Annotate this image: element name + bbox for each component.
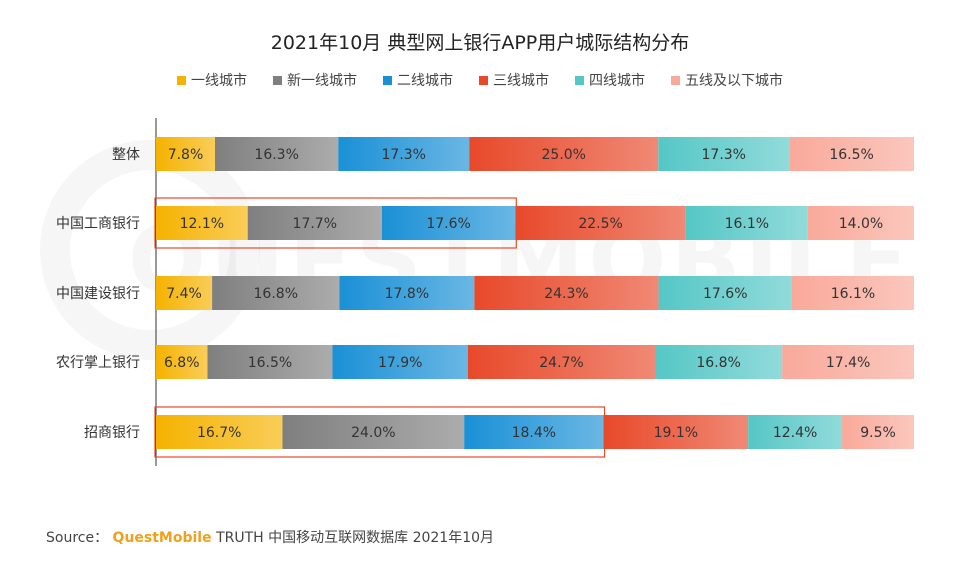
bar-segment: [332, 345, 468, 379]
bar-segment: [156, 276, 213, 310]
data-label: 17.8%: [385, 286, 429, 302]
data-label: 16.3%: [254, 147, 298, 163]
data-label: 22.5%: [578, 216, 622, 232]
data-label: 16.8%: [696, 355, 740, 371]
legend-item: 一线城市: [177, 70, 247, 90]
data-label: 24.0%: [351, 425, 395, 441]
legend-item: 二线城市: [383, 70, 453, 90]
data-label: 17.6%: [426, 216, 470, 232]
bar-segment: [658, 276, 792, 310]
data-label: 17.3%: [702, 147, 746, 163]
data-label: 18.4%: [512, 425, 556, 441]
legend-label: 新一线城市: [287, 73, 357, 89]
data-label: 25.0%: [542, 147, 586, 163]
data-label: 24.3%: [544, 286, 588, 302]
legend: 一线城市 新一线城市 二线城市 三线城市 四线城市 五线及以下城市: [0, 70, 960, 90]
bar-segment: [247, 206, 382, 240]
bar-segment: [807, 206, 914, 240]
source-prefix: Source：: [46, 530, 109, 546]
legend-label: 四线城市: [589, 73, 645, 89]
data-label: 16.5%: [829, 147, 873, 163]
bar-segment: [658, 137, 790, 171]
data-label: 16.8%: [254, 286, 298, 302]
source-suffix: TRUTH 中国移动互联网数据库 2021年10月: [216, 530, 495, 546]
legend-swatch: [479, 75, 488, 85]
data-label: 12.4%: [773, 425, 817, 441]
chart-title: 2021年10月 典型网上银行APP用户城际结构分布: [270, 32, 690, 54]
data-label: 6.8%: [164, 355, 200, 371]
legend-item: 四线城市: [575, 70, 645, 90]
legend-swatch: [671, 75, 680, 85]
legend-swatch: [177, 75, 186, 85]
data-label: 19.1%: [654, 425, 698, 441]
legend-swatch: [575, 75, 584, 85]
bar-segment: [339, 276, 475, 310]
legend-swatch: [383, 75, 392, 85]
data-label: 7.8%: [168, 147, 204, 163]
bar-segment: [467, 345, 656, 379]
bar-segment: [464, 415, 604, 449]
data-label: 16.1%: [725, 216, 769, 232]
bar-segment: [156, 206, 248, 240]
bar-segment: [748, 415, 843, 449]
bar-segment: [215, 137, 339, 171]
data-label: 7.4%: [166, 286, 202, 302]
data-label: 17.7%: [293, 216, 337, 232]
highlight-box: [154, 197, 517, 249]
data-label: 14.0%: [839, 216, 883, 232]
bar-segment: [212, 276, 340, 310]
bar-segment: [156, 137, 216, 171]
legend-label: 一线城市: [191, 73, 247, 89]
bar-segment: [603, 415, 749, 449]
data-label: 16.5%: [248, 355, 292, 371]
legend-label: 二线城市: [397, 73, 453, 89]
bar-segment: [782, 345, 914, 379]
highlight-box: [154, 406, 606, 458]
bar-segment: [685, 206, 808, 240]
data-label: 17.9%: [378, 355, 422, 371]
data-label: 9.5%: [860, 425, 896, 441]
bar-segment: [156, 345, 208, 379]
category-label: 中国建设银行: [56, 286, 140, 302]
data-label: 12.1%: [180, 216, 224, 232]
bar-segment: [791, 276, 914, 310]
legend-item: 三线城市: [479, 70, 549, 90]
data-label: 16.1%: [831, 286, 875, 302]
legend-item: 新一线城市: [273, 70, 357, 90]
bar-segment: [207, 345, 333, 379]
bar-segment: [842, 415, 914, 449]
category-label: 中国工商银行: [56, 216, 140, 232]
data-label: 24.7%: [539, 355, 583, 371]
bar-segment: [282, 415, 465, 449]
bar-segment: [474, 276, 659, 310]
bar-segment: [789, 137, 914, 171]
category-label: 整体: [112, 147, 140, 163]
bar-segment: [469, 137, 659, 171]
bar-segment: [655, 345, 783, 379]
data-label: 16.7%: [197, 425, 241, 441]
bar-segment: [156, 415, 283, 449]
category-label: 农行掌上银行: [56, 355, 140, 371]
data-label: 17.3%: [382, 147, 426, 163]
data-label: 17.6%: [703, 286, 747, 302]
legend-swatch: [273, 75, 282, 85]
legend-item: 五线及以下城市: [671, 70, 783, 90]
source-brand: QuestMobile: [112, 530, 212, 546]
bar-segment: [381, 206, 516, 240]
legend-label: 三线城市: [493, 73, 549, 89]
source-note: Source： QuestMobile TRUTH 中国移动互联网数据库 202…: [46, 527, 494, 547]
bar-segment: [515, 206, 686, 240]
category-label: 招商银行: [84, 425, 140, 441]
data-label: 17.4%: [826, 355, 870, 371]
legend-label: 五线及以下城市: [685, 73, 783, 89]
bar-segment: [338, 137, 470, 171]
